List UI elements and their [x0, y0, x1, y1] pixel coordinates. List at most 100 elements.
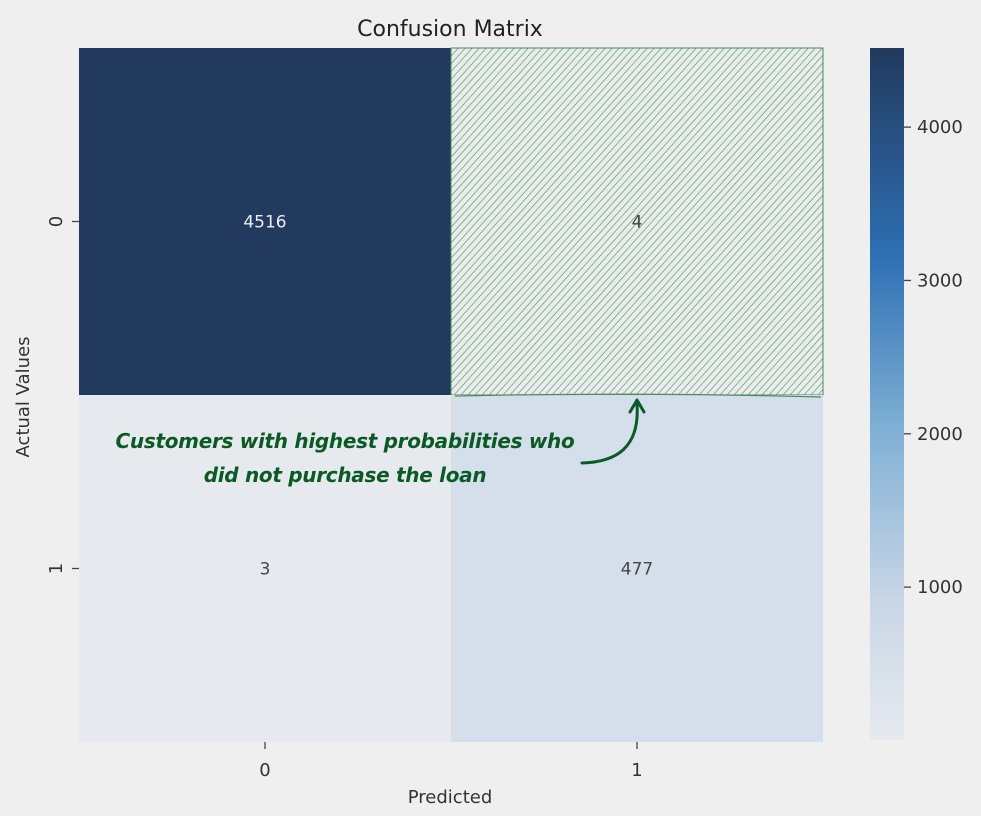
hatch-line [451, 48, 613, 228]
hatch-line [593, 139, 823, 395]
annotation-line-2: did not purchase the loan [203, 463, 487, 487]
annotation-arrowhead [628, 398, 646, 414]
hatch-line [502, 48, 816, 395]
hatch-line [495, 48, 809, 395]
hatch-line [451, 48, 557, 166]
hatch-line [451, 48, 669, 291]
hatch-line [451, 48, 725, 353]
hatch-line [451, 48, 606, 221]
hatch-line [451, 48, 697, 322]
hatch-line [621, 171, 823, 395]
colorbar-tick-label: 1000 [917, 577, 963, 598]
hatch-line [451, 48, 515, 119]
hatch-line [965, 48, 981, 395]
hatch-line [451, 48, 522, 127]
hatch-line [530, 69, 823, 395]
y-axis-ticks: 01 [46, 216, 79, 574]
hatch-line [691, 248, 823, 395]
hatch-line [451, 48, 753, 384]
hatch-line [628, 178, 823, 395]
hatch-line [754, 318, 823, 395]
hatch-line [649, 202, 823, 395]
hatch-line [698, 256, 823, 395]
hatch-line [453, 48, 767, 395]
hatch-line [768, 334, 823, 395]
hatch-line [451, 48, 620, 236]
hatch-line [451, 48, 641, 259]
hatch-line [523, 62, 823, 395]
hatch-line [726, 287, 823, 395]
hatch-line [972, 48, 981, 395]
chart-title: Confusion Matrix [357, 17, 543, 42]
highlight-underline [454, 393, 822, 398]
heatmap-cell-1-0 [79, 395, 451, 742]
heatmap-cells [79, 47, 824, 742]
cell-value-labels: 4516 4 3 477 [243, 213, 653, 580]
hatch-line [579, 124, 823, 395]
x-axis-label: Predicted [408, 787, 493, 808]
hatch-line [656, 209, 823, 395]
hatch-line [544, 85, 823, 395]
hatch-line [451, 48, 704, 329]
colorbar-ticks: 1000 2000 3000 4000 [904, 117, 963, 598]
hatch-line [747, 311, 823, 395]
hatch-line [481, 48, 795, 395]
hatch-line [586, 132, 823, 395]
hatch-line [451, 48, 508, 112]
hatch-line [761, 326, 823, 395]
hatch-line [451, 48, 662, 283]
hatch-line [488, 48, 802, 395]
hatch-line [958, 48, 981, 395]
hatch-line [712, 272, 823, 395]
annotation-text: Customers with highest probabilities who… [95, 424, 595, 492]
hatch-line [635, 186, 823, 395]
hatch-line [705, 264, 823, 395]
hatch-line [895, 48, 981, 395]
cell-value-0-0: 4516 [243, 213, 286, 233]
hatch-line [451, 48, 592, 205]
hatch-line [451, 48, 732, 361]
hatch-line [740, 303, 823, 395]
annotation-line-1: Customers with highest probabilities who [115, 429, 575, 453]
hatch-line [451, 48, 634, 252]
hatch-line [451, 48, 648, 267]
hatch-line [719, 279, 823, 395]
hatch-line [565, 108, 823, 395]
annotation-arrow [580, 402, 639, 465]
hatch-line [930, 48, 981, 395]
hatch-line [451, 48, 529, 135]
colorbar [870, 48, 904, 740]
hatch-line [663, 217, 823, 395]
cell-value-1-0: 3 [260, 560, 271, 580]
hatch-line [916, 48, 981, 395]
hatch-line [572, 116, 823, 395]
hatch-line [607, 155, 823, 395]
hatch-line [451, 48, 655, 275]
hatch-line [451, 48, 578, 189]
hatch-line [451, 48, 571, 182]
hatch-line [451, 48, 746, 376]
hatch-line [474, 48, 788, 395]
hatch-line [558, 101, 823, 395]
hatch-line [733, 295, 823, 395]
heatmap-cell-1-1 [451, 395, 823, 742]
hatch-line [944, 48, 981, 395]
hatch-line [451, 48, 543, 151]
hatch-line [614, 163, 823, 395]
x-tick-label: 0 [259, 760, 270, 781]
hatch-line [537, 77, 823, 395]
colorbar-tick-label: 4000 [917, 117, 963, 138]
hatch-line [670, 225, 823, 395]
cell-value-1-1: 477 [621, 560, 653, 580]
hatch-line [451, 48, 585, 197]
hatch-line [451, 48, 627, 244]
heatmap-cell-0-0 [79, 48, 451, 395]
y-tick-label: 0 [46, 216, 67, 227]
hatch-line [451, 48, 711, 337]
hatch-line [846, 48, 981, 395]
hatch-line [832, 48, 981, 395]
hatch-line [677, 233, 823, 395]
colorbar-tick-label: 3000 [917, 270, 963, 291]
